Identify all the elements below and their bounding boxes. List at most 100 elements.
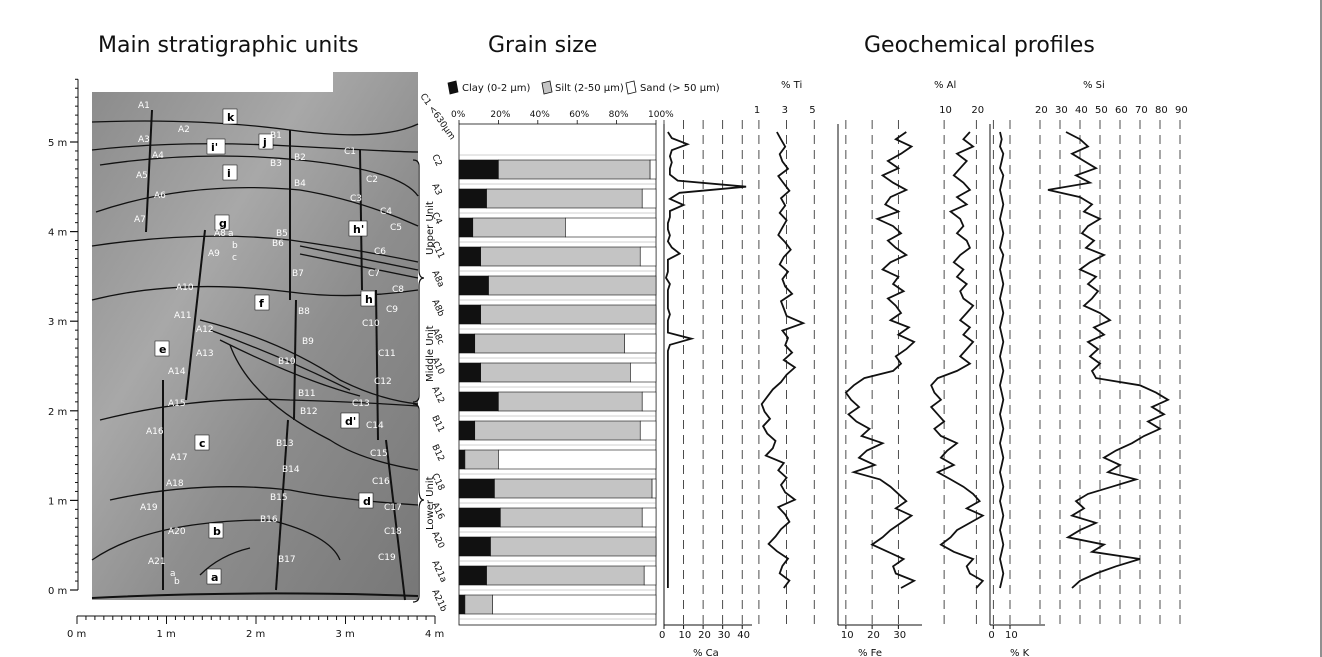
distance-tick-label: 2 m [246, 629, 265, 640]
grain-bar-segment [492, 594, 657, 615]
grain-bar-segment [500, 507, 643, 528]
geo-tick-label: 1 [754, 105, 760, 116]
sample-label: C4 [380, 207, 392, 217]
grain-category-label: A21b [429, 588, 448, 614]
grain-bar-segment [458, 594, 466, 615]
height-tick-label: 0 m [48, 586, 67, 597]
grain-bar-segment [474, 333, 625, 354]
sample-label: a [170, 569, 176, 579]
height-tick-label: 2 m [48, 407, 67, 418]
geo-profile-line [929, 131, 985, 589]
legend-swatch [447, 80, 459, 95]
unit-label: g [219, 217, 227, 230]
geo-tick-label: 0 [988, 630, 994, 641]
geo-tick-label: 30 [718, 630, 731, 641]
grain-bar-segment [641, 391, 657, 412]
sample-label: A15 [168, 399, 186, 409]
grain-bar-segment [649, 159, 657, 180]
sample-label: C16 [372, 477, 390, 487]
grain-bar-segment [458, 449, 466, 470]
legend-label: Clay (0-2 µm) [462, 83, 531, 94]
geo-tick-label: 50 [1095, 105, 1108, 116]
sample-label: A5 [136, 171, 148, 181]
zone-upper: Upper Unit [425, 201, 436, 255]
unit-label: h [365, 293, 373, 306]
grain-bar-segment [480, 362, 631, 383]
geo-tick-label: 10 [679, 630, 692, 641]
geo-panel: 1 3 5 % Ti [754, 80, 816, 625]
height-tick-label: 4 m [48, 228, 67, 239]
grain-x-tick-label: 60% [569, 110, 589, 120]
geo-tick-label: 5 [809, 105, 815, 116]
sample-label: A13 [196, 349, 214, 359]
grain-bar-segment [498, 159, 651, 180]
unit-label: i' [211, 141, 218, 154]
sample-label: C8 [392, 285, 404, 295]
sampling-lines [145, 109, 406, 601]
grain-bar-segment [480, 246, 641, 267]
geo-axis-label: % Al [934, 80, 956, 91]
geo-profile-line [1047, 131, 1170, 589]
unit-box [206, 568, 222, 585]
grain-category-label: B12 [429, 443, 446, 463]
sample-label: B15 [270, 493, 288, 503]
geo-tick-label: 0 [659, 630, 665, 641]
legend-label: Silt (2-50 µm) [555, 83, 624, 94]
sample-label: C13 [352, 399, 370, 409]
grain-x-tick-label: 20% [490, 110, 510, 120]
grain-bar-segment [458, 536, 491, 557]
unit-label: d' [345, 415, 356, 428]
grain-heading: Grain size [488, 33, 597, 58]
unit-label: c [199, 437, 206, 450]
sample-label: A9 [208, 249, 220, 259]
grain-bar-segment [458, 304, 481, 325]
unit-box [208, 522, 224, 539]
unit-label: d [363, 495, 371, 508]
sample-label: A16 [146, 427, 164, 437]
unit-box [222, 164, 238, 181]
sample-label: c [232, 253, 237, 263]
grain-bar-segment [565, 217, 657, 238]
sample-label: A20 [168, 527, 186, 537]
geo-axis-label: % Si [1083, 80, 1105, 91]
sample-label: B4 [294, 179, 306, 189]
legend-swatch [541, 80, 553, 95]
sample-label: C1 [344, 147, 356, 157]
sample-label: A6 [154, 191, 166, 201]
geo-tick-label: 20 [1035, 105, 1048, 116]
sample-label: C11 [378, 349, 396, 359]
grain-bar-segment [458, 159, 499, 180]
geo-tick-label: 90 [1175, 105, 1188, 116]
sample-label: C9 [386, 305, 398, 315]
geo-tick-label: 30 [1055, 105, 1068, 116]
sample-label: C7 [368, 269, 380, 279]
grain-bar-segment [458, 333, 476, 354]
grain-x-tick-label: 80% [609, 110, 629, 120]
section-photo [92, 72, 418, 600]
grain-bar-segment [458, 507, 501, 528]
sample-label: C15 [370, 449, 388, 459]
grain-bar-segment [639, 246, 657, 267]
zone-middle: Middle Unit [425, 325, 436, 382]
grain-bar-segment [458, 275, 489, 296]
sample-label: C2 [366, 175, 378, 185]
unit-box [206, 138, 226, 155]
sample-label: B3 [270, 159, 282, 169]
sample-label: C6 [374, 247, 386, 257]
grain-category-label: A8a [429, 269, 445, 289]
unit-box [222, 108, 238, 125]
geo-tick-label: 80 [1155, 105, 1168, 116]
geo-panel: 0 10 % K [988, 120, 1045, 657]
sample-label: A3 [138, 135, 150, 145]
geo-panel: 20 30 40 50 60 70 80 90 % Si [1035, 80, 1188, 625]
grain-category-label: A12 [429, 385, 446, 405]
grain-bar-segment [641, 507, 657, 528]
geo-tick-label: 20 [867, 630, 880, 641]
unit-box [348, 220, 368, 237]
grain-bar-segment [641, 188, 657, 209]
unit-label: i [227, 167, 231, 180]
legend-swatch [625, 80, 637, 95]
